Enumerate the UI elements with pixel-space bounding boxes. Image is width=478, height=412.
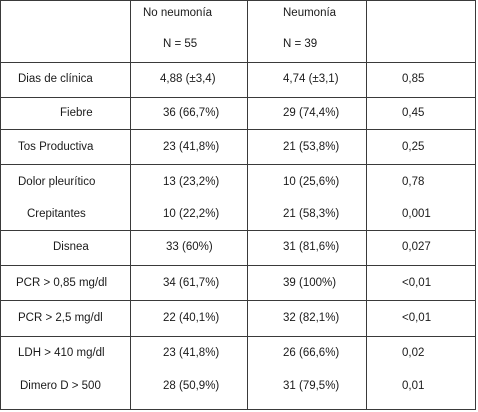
row-label: Dimero D > 500	[20, 380, 101, 392]
row-separator	[0, 300, 476, 301]
neumonia-value: 31 (79,5%)	[283, 380, 340, 392]
neumonia-value: 31 (81,6%)	[283, 241, 340, 253]
row-label: LDH > 410 mg/dl	[18, 347, 105, 359]
row-label: Fiebre	[60, 107, 93, 119]
row-separator	[0, 230, 476, 231]
neumonia-value: 21 (58,3%)	[283, 208, 340, 220]
neumonia-value: 32 (82,1%)	[283, 312, 340, 324]
no-neumonia-value: 13 (23,2%)	[163, 176, 220, 188]
row-label: Dias de clínica	[18, 73, 93, 85]
no-neumonia-value: 10 (22,2%)	[163, 208, 220, 220]
no-neumonia-value: 23 (41,8%)	[163, 347, 220, 359]
neumonia-value: 10 (25,6%)	[283, 176, 340, 188]
header-separator	[0, 62, 476, 63]
p-value: 0,85	[402, 73, 425, 85]
p-value: 0,027	[402, 241, 431, 253]
p-value: 0,78	[402, 176, 425, 188]
header-neumonia-count: N = 39	[283, 38, 318, 50]
column-divider-2	[247, 0, 248, 410]
p-value: <0,01	[402, 312, 432, 324]
row-label: Dolor pleurítico	[18, 176, 96, 188]
no-neumonia-value: 33 (60%)	[166, 241, 213, 253]
table-border-bottom	[0, 409, 476, 410]
row-separator	[0, 97, 476, 98]
row-separator	[0, 129, 476, 130]
table-border-right	[475, 0, 476, 410]
p-value: 0,01	[402, 380, 425, 392]
p-value: <0,01	[402, 277, 432, 289]
row-label: Disnea	[53, 241, 89, 253]
column-divider-1	[130, 0, 131, 410]
row-separator	[0, 164, 476, 165]
neumonia-value: 4,74 (±3,1)	[283, 73, 339, 85]
no-neumonia-value: 36 (66,7%)	[163, 107, 220, 119]
neumonia-value: 29 (74,4%)	[283, 107, 340, 119]
row-separator	[0, 265, 476, 266]
p-value: 0,02	[402, 347, 425, 359]
header-neumonia: Neumonía	[283, 7, 337, 19]
p-value: 0,25	[402, 141, 425, 153]
no-neumonia-value: 22 (40,1%)	[163, 312, 220, 324]
no-neumonia-value: 28 (50,9%)	[163, 380, 220, 392]
header-no-neumonia: No neumonía	[143, 7, 213, 19]
table-border-left	[0, 0, 1, 410]
p-value: 0,45	[402, 107, 425, 119]
no-neumonia-value: 34 (61,7%)	[163, 277, 220, 289]
row-label: Tos Productiva	[18, 141, 94, 153]
no-neumonia-value: 23 (41,8%)	[163, 141, 220, 153]
column-divider-3	[366, 0, 367, 410]
table-border-top	[0, 0, 476, 1]
row-label: Crepitantes	[27, 208, 86, 220]
neumonia-value: 21 (53,8%)	[283, 141, 340, 153]
no-neumonia-value: 4,88 (±3,4)	[160, 73, 216, 85]
row-separator	[0, 336, 476, 337]
header-no-neumonia-count: N = 55	[163, 38, 198, 50]
row-label: PCR > 0,85 mg/dl	[16, 277, 108, 289]
row-label: PCR > 2,5 mg/dl	[18, 312, 103, 324]
p-value: 0,001	[402, 208, 431, 220]
neumonia-value: 39 (100%)	[283, 277, 337, 289]
neumonia-value: 26 (66,6%)	[283, 347, 340, 359]
